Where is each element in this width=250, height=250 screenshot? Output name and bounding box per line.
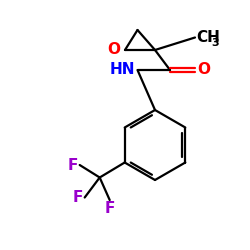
Text: F: F <box>104 201 115 216</box>
Text: O: O <box>107 42 120 58</box>
Text: F: F <box>68 158 78 172</box>
Text: O: O <box>198 62 210 78</box>
Text: HN: HN <box>110 62 135 78</box>
Text: F: F <box>73 190 84 205</box>
Text: 3: 3 <box>211 38 219 48</box>
Text: CH: CH <box>196 30 220 45</box>
